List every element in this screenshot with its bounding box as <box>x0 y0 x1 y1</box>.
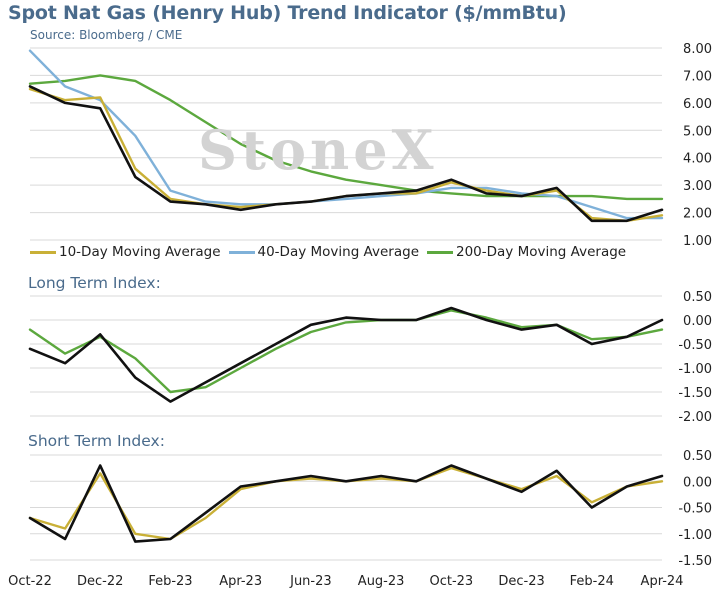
panel1-series-0 <box>28 306 664 403</box>
x-tick-label: Aug-23 <box>358 574 405 589</box>
panel2-series-0 <box>28 464 664 543</box>
x-tick-label: Apr-24 <box>641 574 684 589</box>
y-tick-label: 8.00 <box>683 42 712 57</box>
legend-swatch-ma40 <box>228 250 255 254</box>
y-tick-label: -2.00 <box>678 410 712 425</box>
legend-label-ma40: 40-Day Moving Average <box>257 244 420 260</box>
y-tick-label: 1.00 <box>683 234 712 249</box>
legend-item-ma40: 40-Day Moving Average <box>228 244 420 260</box>
legend: 10-Day Moving Average 40-Day Moving Aver… <box>30 244 626 260</box>
stonex-watermark: StoneX <box>198 118 438 182</box>
y-tick-label: 7.00 <box>683 69 712 84</box>
x-tick-label: Apr-23 <box>219 574 262 589</box>
chart-title: Spot Nat Gas (Henry Hub) Trend Indicator… <box>8 2 567 24</box>
y-tick-label: 3.00 <box>683 179 712 194</box>
panel1-series-1 <box>28 309 664 394</box>
x-tick-label: Dec-23 <box>498 574 544 589</box>
y-tick-label: 0.00 <box>683 314 712 329</box>
source-note: Source: Bloomberg / CME <box>30 28 183 42</box>
legend-item-ma200: 200-Day Moving Average <box>427 244 626 260</box>
legend-swatch-ma10 <box>30 250 56 254</box>
long-term-index-title: Long Term Index: <box>28 274 161 292</box>
x-tick-label: Oct-23 <box>429 574 473 589</box>
y-tick-label: 0.00 <box>683 475 712 490</box>
y-tick-label: 6.00 <box>683 97 712 112</box>
y-tick-label: -1.50 <box>678 554 712 569</box>
legend-label-ma10: 10-Day Moving Average <box>59 244 221 260</box>
y-tick-label: -1.00 <box>678 528 712 543</box>
x-tick-label: Jun-23 <box>289 574 332 589</box>
x-tick-label: Oct-22 <box>8 574 52 589</box>
y-tick-label: 0.50 <box>683 290 712 305</box>
panel0-series-40-day-moving-average <box>28 49 664 220</box>
y-tick-label: 2.00 <box>683 207 712 222</box>
legend-label-ma200: 200-Day Moving Average <box>456 244 627 260</box>
x-tick-label: Dec-22 <box>77 574 123 589</box>
y-tick-label: 4.00 <box>683 152 712 167</box>
y-tick-label: 5.00 <box>683 124 712 139</box>
y-tick-label: -0.50 <box>678 338 712 353</box>
y-tick-label: -0.50 <box>678 502 712 517</box>
legend-swatch-ma200 <box>427 250 453 254</box>
y-tick-label: -1.00 <box>678 362 712 377</box>
x-tick-label: Feb-24 <box>570 574 614 589</box>
panel0-series-0 <box>28 85 664 223</box>
x-tick-label: Feb-23 <box>148 574 192 589</box>
y-tick-label: 0.50 <box>683 449 712 464</box>
y-tick-label: -1.50 <box>678 386 712 401</box>
panel2-series-1 <box>28 466 664 541</box>
legend-item-ma10: 10-Day Moving Average <box>30 244 221 260</box>
short-term-index-title: Short Term Index: <box>28 432 165 450</box>
